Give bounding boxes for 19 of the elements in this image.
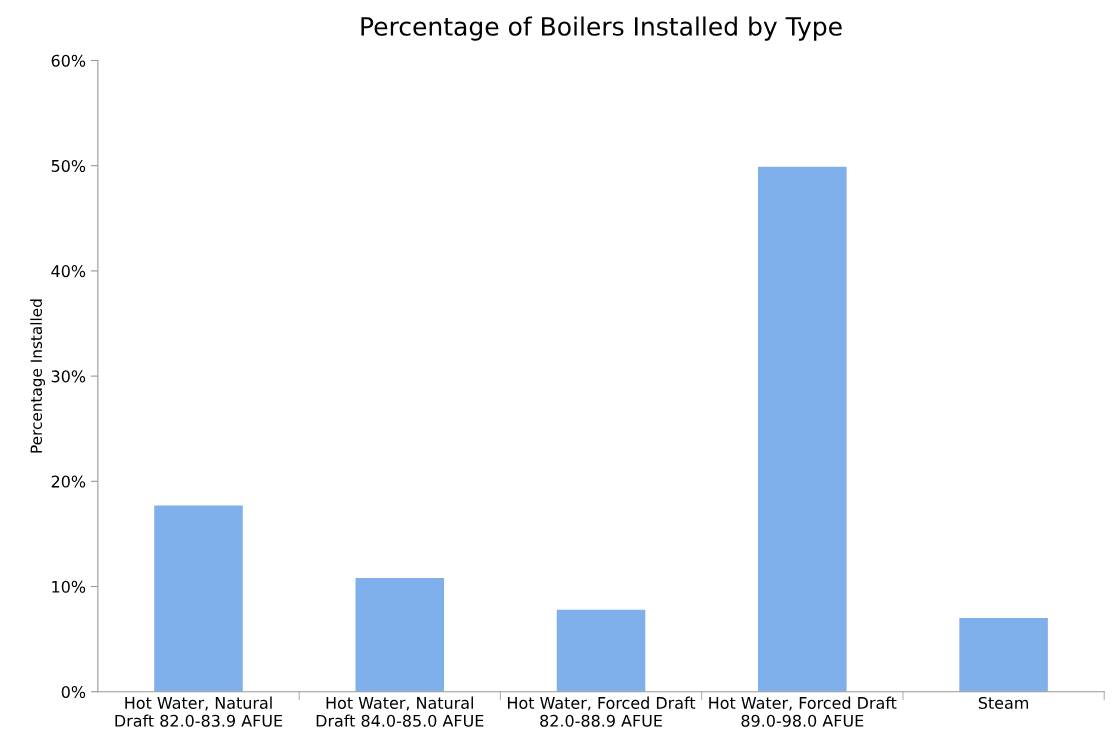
bar bbox=[556, 609, 646, 692]
bar bbox=[959, 618, 1048, 692]
x-tick-label: Hot Water, Forced Draft 82.0-88.9 AFUE bbox=[508, 696, 696, 727]
bar bbox=[355, 578, 445, 692]
y-axis-title: Percentage Installed bbox=[30, 299, 45, 453]
y-tick-label: 0% bbox=[61, 685, 86, 699]
y-tick-label: 20% bbox=[51, 475, 86, 488]
x-tick-label: Steam bbox=[978, 696, 1029, 709]
x-tick-label: Hot Water, Natural Draft 82.0-83.9 AFUE bbox=[115, 696, 283, 727]
bar bbox=[154, 505, 243, 692]
x-tick-label: Hot Water, Forced Draft 89.0-98.0 AFUE bbox=[709, 696, 897, 727]
y-tick-label: 40% bbox=[51, 265, 86, 278]
chart-title: Percentage of Boilers Installed by Type bbox=[361, 16, 842, 41]
y-tick-label: 10% bbox=[52, 580, 86, 593]
y-tick-label: 30% bbox=[51, 370, 86, 383]
bar bbox=[758, 166, 847, 692]
y-tick-label: 60% bbox=[51, 54, 86, 67]
y-tick-label: 50% bbox=[51, 159, 86, 172]
x-tick-label: Hot Water, Natural Draft 84.0-85.0 AFUE bbox=[316, 696, 484, 727]
